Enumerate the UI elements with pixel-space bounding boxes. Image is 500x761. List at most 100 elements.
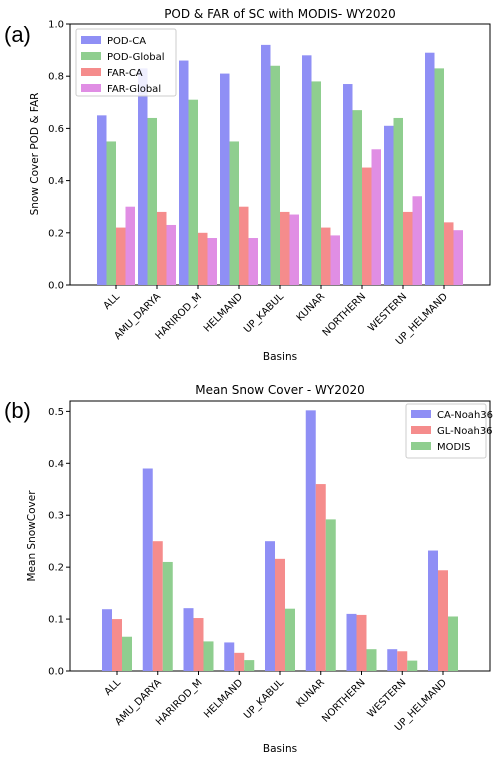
bar-gl-noah36-helmand	[234, 652, 245, 671]
bar-modis-all	[122, 636, 132, 671]
y-tick-label: 0.4	[48, 176, 64, 187]
bar-far-ca-western	[403, 211, 413, 285]
bar-gl-noah36-western	[397, 651, 408, 671]
bar-pod-global-amu_darya	[147, 117, 157, 286]
bar-ca-noah36-up_kabul	[265, 541, 275, 671]
bar-pod-ca-amu_darya	[138, 68, 148, 286]
bar-pod-global-up_helmand	[434, 68, 444, 286]
bar-modis-amu_darya	[162, 561, 173, 671]
bar-gl-noah36-northern	[356, 614, 367, 671]
bar-ca-noah36-kunar	[305, 410, 316, 671]
bar-modis-up_kabul	[285, 608, 295, 671]
bar-pod-ca-helmand	[220, 73, 230, 285]
bar-far-ca-all	[116, 227, 126, 285]
y-tick-label: 0.0	[48, 667, 64, 678]
y-tick-label: 0.5	[48, 407, 64, 418]
y-tick-label: 0.1	[48, 615, 64, 626]
y-tick-label: 0.6	[48, 124, 64, 135]
y-tick-label: 0.0	[48, 281, 64, 292]
x-tick-label: ALL	[103, 677, 124, 698]
bar-pod-ca-kunar	[302, 55, 312, 285]
y-tick-label: 0.2	[48, 563, 64, 574]
bar-pod-ca-western	[384, 125, 394, 285]
chart-a-title: POD & FAR of SC with MODIS- WY2020	[164, 7, 396, 21]
legend-swatch	[411, 442, 431, 450]
bar-ca-noah36-all	[102, 609, 112, 671]
x-tick-label: ALL	[102, 291, 123, 312]
y-tick-label: 1.0	[48, 20, 64, 31]
bar-pod-ca-harirod_m	[179, 60, 189, 285]
legend-label: POD-Global	[107, 52, 164, 63]
bar-pod-global-kunar	[311, 81, 321, 285]
legend-label: CA-Noah36	[437, 410, 493, 421]
bar-pod-global-western	[393, 117, 403, 286]
bar-far-ca-helmand	[239, 206, 249, 285]
bar-modis-northern	[366, 649, 377, 671]
bar-modis-kunar	[325, 519, 336, 671]
legend-swatch	[411, 410, 431, 418]
x-tick-label: NORTHERN	[321, 291, 368, 338]
chart-a-ylabel: Snow Cover POD & FAR	[29, 93, 41, 216]
bar-pod-global-northern	[352, 110, 362, 285]
chart-b-y-axis: 0.0 0.1 0.2 0.3 0.4 0.5	[48, 407, 70, 678]
bar-far-global-up_helmand	[453, 230, 463, 285]
bar-pod-global-all	[106, 141, 116, 285]
bar-ca-noah36-helmand	[224, 642, 235, 671]
legend-swatch	[81, 68, 101, 76]
chart-b-xlabel: Basins	[263, 743, 297, 755]
bar-far-global-kunar	[330, 235, 340, 285]
bar-modis-harirod_m	[203, 641, 214, 671]
bar-far-ca-harirod_m	[198, 232, 208, 285]
bar-pod-ca-up_helmand	[425, 52, 435, 286]
x-tick-label: HELMAND	[202, 291, 245, 334]
bar-far-ca-up_helmand	[444, 222, 454, 285]
panel-a-label: (a)	[4, 22, 31, 47]
bar-gl-noah36-all	[112, 619, 122, 671]
chart-a-y-axis: 0.0 0.2 0.4 0.6 0.8 1.0	[48, 20, 70, 292]
bar-pod-global-harirod_m	[188, 99, 198, 285]
bar-far-ca-up_kabul	[280, 211, 290, 285]
bar-far-global-up_kabul	[289, 214, 299, 285]
bar-pod-global-helmand	[229, 141, 239, 285]
x-tick-label: UP_KABUL	[242, 677, 286, 721]
bar-ca-noah36-harirod_m	[183, 608, 194, 671]
x-tick-label: KUNAR	[294, 677, 326, 709]
bar-far-global-all	[125, 206, 135, 285]
bar-modis-helmand	[244, 660, 255, 671]
chart-b-bars	[102, 410, 458, 671]
legend-label: MODIS	[437, 442, 471, 453]
panel-b-label: (b)	[4, 398, 31, 423]
chart-a-bars	[97, 44, 463, 286]
bar-ca-noah36-up_helmand	[428, 550, 438, 671]
x-tick-label: NORTHERN	[320, 677, 367, 724]
chart-b-legend: CA-Noah36 GL-Noah36 MODIS	[405, 403, 493, 459]
legend-label: FAR-Global	[107, 84, 161, 95]
y-tick-label: 0.2	[48, 228, 64, 239]
x-tick-label: UP_KABUL	[242, 291, 286, 335]
y-tick-label: 0.3	[48, 511, 64, 522]
y-tick-label: 0.4	[48, 459, 64, 470]
chart-a-legend: POD-CA POD-Global FAR-CA FAR-Global	[75, 28, 177, 97]
bar-pod-ca-northern	[343, 84, 353, 285]
x-tick-label: KUNAR	[295, 291, 327, 323]
x-tick-label: HELMAND	[202, 677, 245, 720]
chart-b-ylabel: Mean SnowCover	[26, 490, 38, 582]
bar-gl-noah36-up_kabul	[275, 558, 285, 671]
legend-swatch	[81, 36, 101, 44]
bar-far-global-northern	[371, 149, 381, 285]
chart-b-title: Mean Snow Cover - WY2020	[195, 383, 365, 397]
bar-far-ca-amu_darya	[157, 211, 167, 285]
bar-pod-global-up_kabul	[270, 65, 280, 285]
x-tick-label: WESTERN	[366, 291, 409, 334]
bar-far-global-harirod_m	[207, 238, 217, 285]
bar-far-global-helmand	[248, 238, 258, 285]
bar-pod-ca-up_kabul	[261, 44, 271, 285]
bar-ca-noah36-western	[387, 649, 398, 671]
bar-gl-noah36-up_helmand	[438, 570, 448, 671]
legend-label: FAR-CA	[107, 68, 143, 79]
bar-modis-up_helmand	[448, 616, 458, 671]
x-tick-label: WESTERN	[366, 677, 409, 720]
